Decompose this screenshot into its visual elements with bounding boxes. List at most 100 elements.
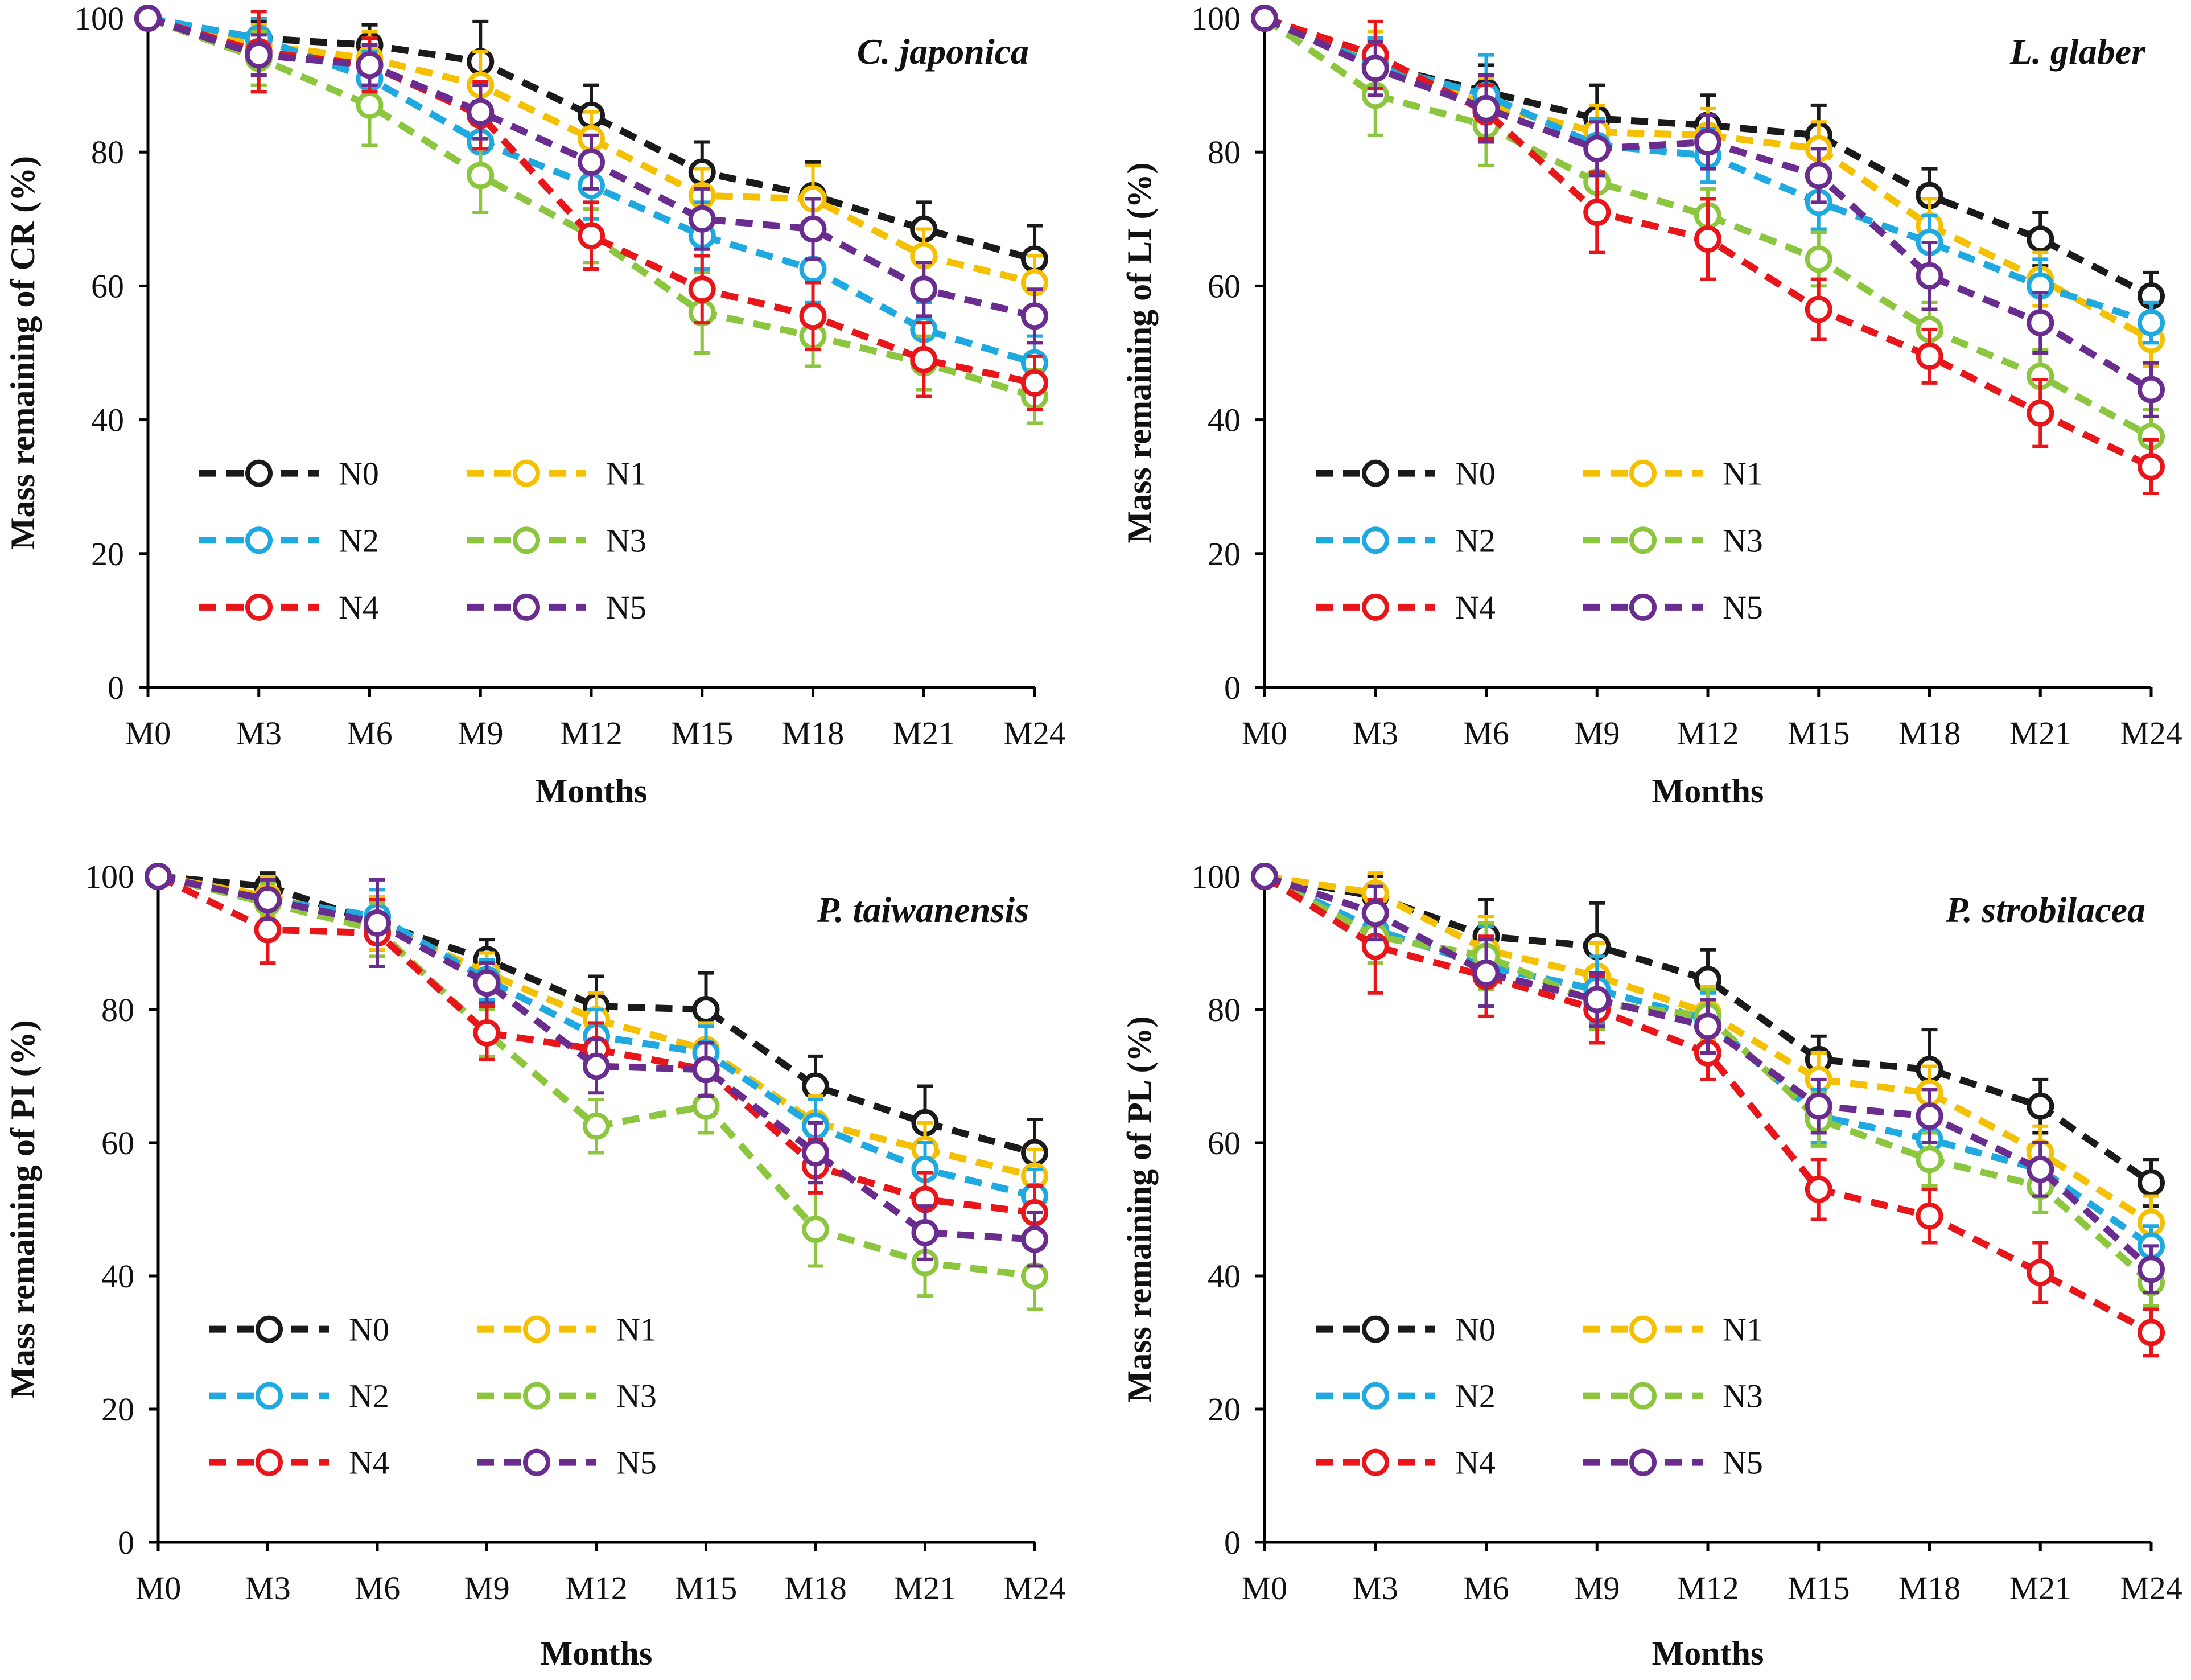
x-axis-title: Months <box>541 1634 653 1672</box>
legend-marker-N1 <box>513 459 540 487</box>
data-point <box>254 916 282 944</box>
data-point <box>1583 986 1611 1014</box>
y-tick-label: 100 <box>85 858 134 895</box>
data-point <box>1805 295 1832 323</box>
data-point <box>356 51 384 79</box>
data-point <box>2027 225 2054 253</box>
y-tick-label: 20 <box>101 1391 134 1428</box>
x-tick-label: M12 <box>560 715 623 752</box>
data-point <box>2138 1319 2165 1347</box>
data-point <box>1583 135 1611 163</box>
x-tick-label: M15 <box>1788 1570 1850 1607</box>
y-tick-label: 0 <box>118 1524 134 1561</box>
y-axis-title: Mass remaining of PL (%) <box>1121 1016 1158 1403</box>
x-tick-label: M24 <box>2120 715 2182 752</box>
legend-marker-N2 <box>1362 1382 1389 1410</box>
data-point <box>473 969 501 997</box>
chart-panel-3: 0 20 40 60 80 100 M0 M3 M6 M9 M12 M15 M18 M21 M24 Month… <box>4 858 1066 1672</box>
legend-marker-N3 <box>1629 526 1657 554</box>
x-tick-label: M24 <box>1003 1570 1066 1607</box>
y-axis-title: Mass remaining of PI (%) <box>4 1020 42 1399</box>
data-point <box>1805 1175 1832 1203</box>
legend-label-N2: N2 <box>339 522 379 559</box>
data-point <box>1251 5 1278 32</box>
chart-title: P. strobilacea <box>1945 890 2145 930</box>
x-tick-label: M0 <box>125 715 171 752</box>
legend-label-N5: N5 <box>606 589 646 626</box>
y-tick-label: 20 <box>1208 1391 1241 1428</box>
series-line <box>156 873 1035 1216</box>
legend-label-N4: N4 <box>339 589 379 626</box>
x-tick-label: M24 <box>1003 715 1066 752</box>
data-point <box>2027 399 2054 427</box>
data-point <box>688 205 716 233</box>
data-point <box>1916 1102 1943 1130</box>
data-point <box>2027 1092 2054 1120</box>
data-point <box>473 1019 501 1047</box>
data-point <box>2138 1255 2165 1283</box>
data-point <box>910 345 938 373</box>
x-tick-label: M0 <box>1242 1570 1288 1607</box>
y-tick-label: 60 <box>91 267 124 304</box>
x-tick-label: M9 <box>458 715 504 752</box>
legend-label-N2: N2 <box>1455 522 1496 559</box>
x-tick-label: M24 <box>2120 1570 2182 1607</box>
series-line <box>1262 15 2153 440</box>
y-tick-label: 0 <box>1224 669 1241 706</box>
x-tick-label: M21 <box>2009 1570 2071 1607</box>
data-point <box>1021 369 1048 397</box>
legend-marker-N4 <box>245 593 273 621</box>
data-point <box>911 1218 939 1246</box>
data-point <box>1916 342 1943 370</box>
y-tick-label: 100 <box>1191 0 1241 37</box>
series-N5 <box>134 5 1048 345</box>
series-line <box>1263 15 2153 299</box>
data-point <box>1361 899 1389 927</box>
x-tick-label: M18 <box>782 715 845 752</box>
legend-label-N5: N5 <box>1723 589 1763 626</box>
y-tick-label: 20 <box>1208 536 1241 573</box>
legend-marker-N2 <box>245 526 273 554</box>
data-point <box>2027 1155 2054 1183</box>
data-point <box>2027 1259 2054 1287</box>
data-point <box>1021 1262 1048 1290</box>
data-point <box>245 41 273 69</box>
legend-label-N0: N0 <box>1455 1311 1496 1348</box>
legend-marker-N2 <box>256 1382 283 1410</box>
legend-label-N3: N3 <box>1723 1378 1763 1415</box>
series-line <box>157 873 1035 1243</box>
x-tick-label: M15 <box>671 715 734 752</box>
legend-marker-N0 <box>1362 459 1389 487</box>
chart-panel-1: 0 20 40 60 80 100 M0 M3 M6 M9 M12 M15 M18 M21 M24 Month… <box>4 0 1066 810</box>
series-N5 <box>1251 5 2165 418</box>
data-point <box>1805 245 1832 273</box>
legend-marker-N0 <box>1362 1315 1389 1343</box>
x-tick-label: M3 <box>236 715 282 752</box>
x-tick-label: M3 <box>1352 1570 1398 1607</box>
data-point <box>688 275 716 303</box>
x-tick-label: M18 <box>1898 1570 1961 1607</box>
data-point <box>364 909 391 937</box>
x-axis-title: Months <box>1652 1634 1764 1672</box>
y-axis-title: Mass remaining of CR (%) <box>4 156 42 550</box>
x-tick-label: M15 <box>1788 715 1850 752</box>
legend-marker-N5 <box>523 1448 550 1476</box>
x-tick-label: M21 <box>894 1570 957 1607</box>
data-point <box>692 996 720 1023</box>
x-tick-label: M6 <box>355 1570 401 1607</box>
data-point <box>1472 94 1500 122</box>
legend-marker-N1 <box>1629 1315 1657 1343</box>
y-tick-label: 20 <box>91 536 124 573</box>
data-point <box>1472 959 1500 987</box>
y-tick-label: 0 <box>1224 1524 1241 1561</box>
chart-panel-2: 0 20 40 60 80 100 M0 M3 M6 M9 M12 M15 M18 M21 M24 Month… <box>1121 0 2182 810</box>
data-point <box>467 162 495 190</box>
x-tick-label: M21 <box>892 715 955 752</box>
x-tick-label: M3 <box>245 1570 291 1607</box>
x-tick-label: M9 <box>464 1570 510 1607</box>
y-tick-label: 40 <box>91 402 124 439</box>
data-point <box>802 1139 829 1167</box>
data-point <box>799 215 827 243</box>
